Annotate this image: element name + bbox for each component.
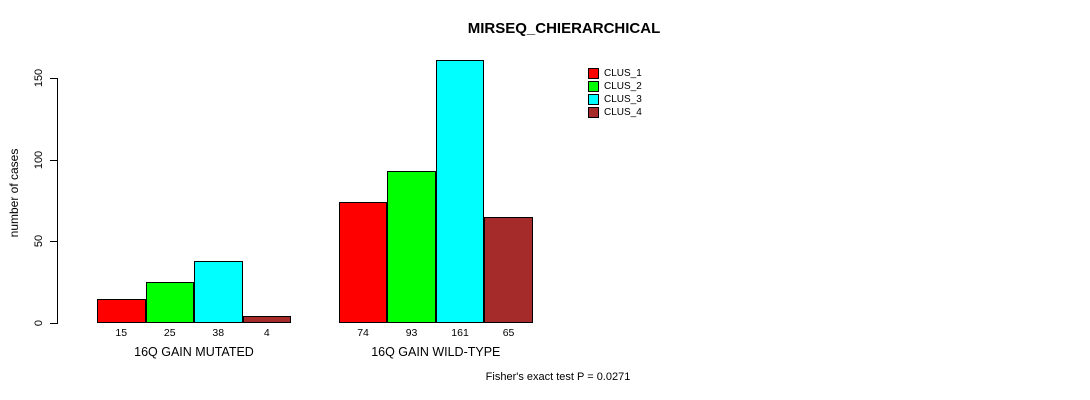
x-axis-category-label: 16Q GAIN MUTATED: [134, 345, 254, 359]
bar-clus_3-group1: [194, 260, 243, 323]
legend-item-clus_1: CLUS_1: [588, 67, 642, 80]
legend-label: CLUS_2: [604, 81, 642, 92]
legend-item-clus_3: CLUS_3: [588, 93, 642, 106]
bar-clus_1-group2: [338, 202, 388, 323]
bar-value-label: 65: [502, 327, 515, 339]
bar-clus_3-group2: [435, 60, 485, 323]
legend: CLUS_1 CLUS_2 CLUS_3 CLUS_4: [588, 67, 642, 119]
y-axis-tick-label: 50: [33, 235, 45, 248]
chart-title: MIRSEQ_CHIERARCHICAL: [467, 20, 661, 37]
legend-label: CLUS_3: [604, 94, 642, 105]
legend-swatch-clus_2: [588, 81, 599, 92]
bar-value-label: 15: [115, 327, 128, 339]
y-axis-tick-label: 150: [33, 68, 45, 88]
legend-item-clus_2: CLUS_2: [588, 80, 642, 93]
fisher-test-annotation: Fisher's exact test P = 0.0271: [485, 371, 631, 383]
legend-label: CLUS_1: [604, 68, 642, 79]
bar-value-label: 25: [163, 327, 176, 339]
x-axis-category-label: 16Q GAIN WILD-TYPE: [371, 345, 501, 359]
legend-label: CLUS_4: [604, 107, 642, 118]
y-axis-line: [57, 78, 58, 324]
bar-value-label: 74: [357, 327, 369, 339]
y-axis-tick: [50, 159, 57, 161]
legend-swatch-clus_3: [588, 94, 599, 105]
bar-value-label: 161: [451, 327, 469, 339]
legend-swatch-clus_4: [588, 107, 599, 118]
bar-clus_4-group2: [484, 216, 533, 323]
bar-clus_2-group1: [145, 282, 194, 323]
y-axis-tick: [50, 78, 57, 79]
legend-item-clus_4: CLUS_4: [588, 106, 642, 119]
bar-value-label: 93: [405, 327, 418, 339]
bar-value-label: 4: [263, 327, 270, 339]
bar-clus_4-group1: [242, 316, 291, 323]
bar-value-label: 38: [212, 327, 225, 339]
y-axis-tick-label: 100: [33, 150, 45, 169]
legend-swatch-clus_1: [588, 68, 599, 79]
y-axis-tick-label: 0: [33, 319, 45, 327]
bar-clus_1-group1: [97, 298, 146, 323]
y-axis-tick: [50, 241, 57, 243]
y-axis-tick: [50, 323, 57, 324]
bar-clus_2-group2: [387, 171, 436, 323]
